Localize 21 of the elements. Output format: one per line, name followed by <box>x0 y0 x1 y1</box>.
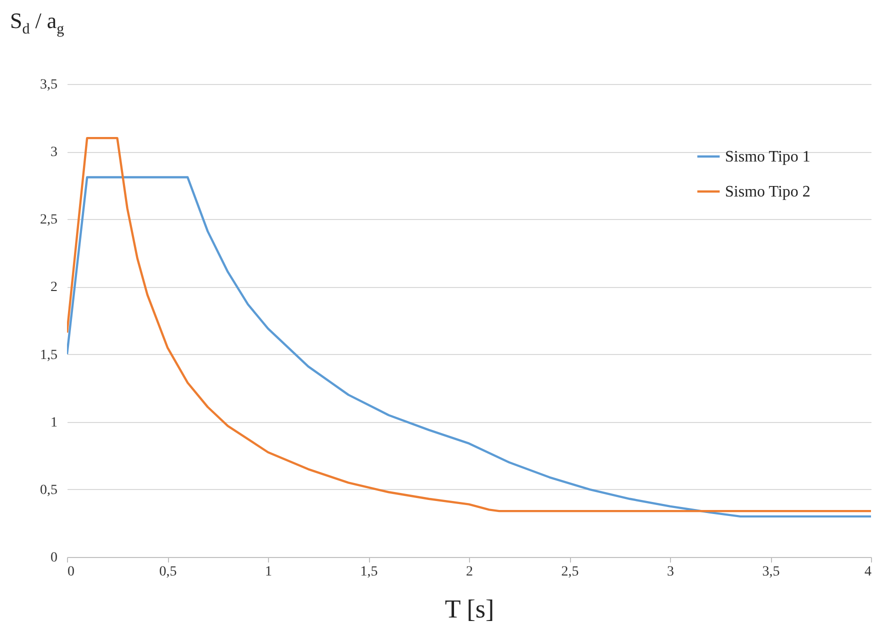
y-tick-label: 1,5 <box>40 348 58 363</box>
y-axis-title: S$_{d}$ / a$_{g}$ <box>10 8 64 38</box>
x-tick-label: 3,5 <box>762 564 780 580</box>
x-tick-label: 0,5 <box>159 564 177 580</box>
y-tick-label: 0,5 <box>40 482 58 498</box>
y-tick-label: 3,5 <box>40 78 58 92</box>
x-tick-label: 4 <box>864 564 872 580</box>
x-tick-label: 2 <box>466 564 473 580</box>
x-tick-label: 2,5 <box>561 564 579 580</box>
y-tick-label: 2 <box>50 280 58 296</box>
legend-label: Sismo Tipo 2 <box>725 184 810 200</box>
x-tick-label: 1 <box>265 564 272 580</box>
y-tick-label: 0 <box>50 550 58 566</box>
x-tick-label: 3 <box>667 564 674 580</box>
y-tick-label: 3 <box>50 145 58 160</box>
x-tick-label: 0 <box>68 564 74 580</box>
legend-label: Sismo Tipo 1 <box>725 148 810 166</box>
y-tick-label: 1 <box>50 415 58 430</box>
x-tick-label: 1,5 <box>360 564 378 580</box>
y-tick-label: 2,5 <box>40 212 58 228</box>
x-axis-title: T [s] <box>444 594 494 624</box>
